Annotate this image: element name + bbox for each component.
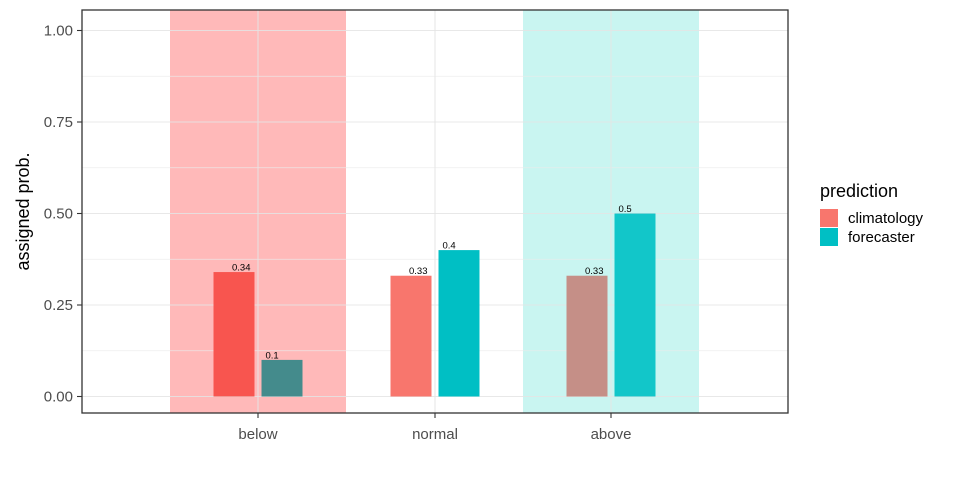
bar-forecaster-above [614, 213, 656, 397]
x-axis: below normal above [238, 413, 631, 443]
bar-label-forecaster-normal: 0.4 [443, 241, 456, 252]
bar-label-climatology-below: 0.34 [232, 263, 251, 274]
y-tick-label: 0.00 [44, 389, 73, 406]
bars [213, 213, 656, 397]
x-tick-label: above [591, 426, 632, 443]
bar-labels: 0.34 0.1 0.33 0.4 0.33 0.5 [232, 204, 632, 361]
bar-forecaster-below [261, 359, 303, 397]
bar-label-climatology-normal: 0.33 [409, 266, 428, 277]
legend: prediction climatology forecaster [820, 181, 924, 246]
y-tick-label: 1.00 [44, 23, 73, 40]
legend-label-forecaster: forecaster [848, 229, 915, 246]
legend-key-climatology [820, 209, 838, 227]
bar-forecaster-normal [438, 250, 480, 397]
bar-climatology-normal [390, 275, 432, 397]
legend-label-climatology: climatology [848, 210, 924, 227]
bar-climatology-below [213, 272, 255, 397]
grid [82, 10, 788, 413]
y-tick-label: 0.75 [44, 114, 73, 131]
bar-climatology-above [566, 275, 608, 397]
bar-label-climatology-above: 0.33 [585, 266, 604, 277]
legend-key-forecaster [820, 228, 838, 246]
y-tick-label: 0.50 [44, 206, 73, 223]
x-tick-label: below [238, 426, 277, 443]
x-tick-label: normal [412, 426, 458, 443]
y-axis: 0.00 0.25 0.50 0.75 1.00 [44, 23, 82, 406]
y-tick-label: 0.25 [44, 297, 73, 314]
bar-label-forecaster-below: 0.1 [266, 350, 279, 361]
legend-title: prediction [820, 181, 898, 201]
bar-label-forecaster-above: 0.5 [619, 204, 632, 215]
y-axis-title: assigned prob. [13, 152, 33, 270]
